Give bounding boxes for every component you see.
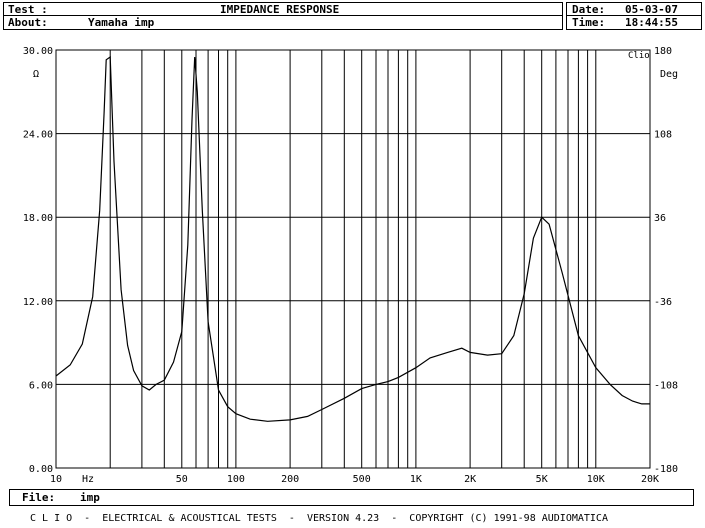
- x-tick-label: 20K: [641, 474, 659, 485]
- about-value: Yamaha imp: [88, 16, 155, 29]
- y-tick-label: 6.00: [29, 380, 53, 391]
- x-tick-label: 100: [227, 474, 245, 485]
- x-tick-label: 500: [353, 474, 371, 485]
- y-tick-label: 30.00: [23, 46, 53, 57]
- y2-tick-label: 36: [654, 213, 666, 224]
- header-panel: [3, 2, 563, 30]
- y-tick-label: 18.00: [23, 213, 53, 224]
- x-tick-label: 200: [281, 474, 299, 485]
- corner-label: Clio: [628, 51, 650, 61]
- x-tick-label: 1K: [410, 474, 422, 485]
- date-label: Date:: [572, 3, 606, 16]
- impedance-curve: [55, 55, 650, 422]
- x-tick-label: 50: [176, 474, 188, 485]
- test-label: Test :: [8, 3, 48, 16]
- y-tick-label: 12.00: [23, 297, 53, 308]
- file-label: File:: [22, 491, 56, 504]
- y-unit-label: Ω: [33, 69, 39, 80]
- footer-text: C L I O - ELECTRICAL & ACOUSTICAL TESTS …: [30, 513, 608, 524]
- y2-tick-label: -180: [654, 464, 678, 475]
- file-panel: [9, 489, 694, 506]
- time-value: 18:44:55: [625, 16, 678, 29]
- plot-frame: [55, 49, 651, 469]
- x-tick-label: 10: [50, 474, 62, 485]
- time-label: Time:: [572, 16, 606, 29]
- impedance-chart: 0.00 6.00 12.00 18.00 24.00 30.00 180 108 36 -36…: [23, 46, 678, 485]
- about-label: About:: [8, 16, 48, 29]
- x-tick-label: 2K: [464, 474, 476, 485]
- date-value: 05-03-07: [625, 3, 678, 16]
- datetime-divider: [566, 15, 702, 16]
- y2-tick-label: 108: [654, 130, 672, 141]
- y-tick-label: 0.00: [29, 464, 53, 475]
- y-tick-label: 24.00: [23, 130, 53, 141]
- x-unit-label: Hz: [82, 474, 94, 485]
- datetime-panel: [566, 2, 702, 30]
- y2-unit-label: Deg: [660, 69, 678, 80]
- y2-tick-label: -36: [654, 297, 672, 308]
- header-title: IMPEDANCE RESPONSE: [220, 3, 340, 16]
- file-value: imp: [80, 491, 100, 504]
- x-tick-label: 10K: [587, 474, 605, 485]
- y2-tick-label: -108: [654, 380, 678, 391]
- y2-tick-label: 180: [654, 46, 672, 57]
- x-tick-label: 5K: [536, 474, 548, 485]
- header-divider: [3, 15, 563, 16]
